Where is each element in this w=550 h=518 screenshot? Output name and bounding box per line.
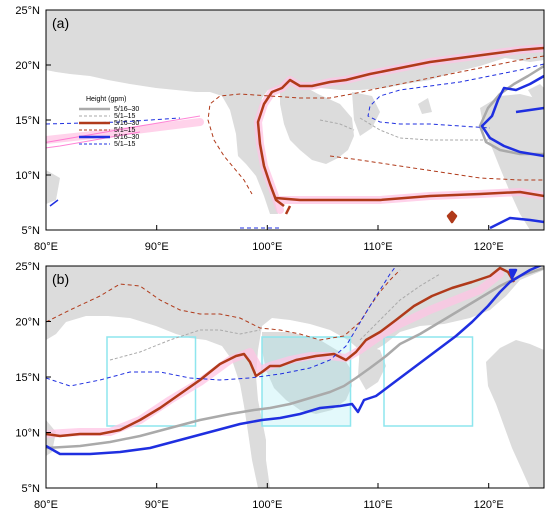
panel-a-xtick-2: 100°E (252, 241, 282, 253)
panel-a-y-axis (46, 9, 51, 231)
panel-b-xtick-1: 90°E (145, 499, 169, 511)
panel-b: (b) 80°E 90°E 100°E 110°E 120°E 5°N 10°N… (15, 261, 545, 511)
panel-b-y-axis (46, 265, 51, 489)
panel-a-xtick-1: 90°E (145, 241, 169, 253)
panel-a-gray-dashed (319, 117, 490, 141)
panel-b-ytick-3: 20°N (15, 317, 40, 329)
panel-a-red-lines (256, 46, 544, 224)
panel-a-pink-streaks (46, 115, 201, 149)
panel-b-x-axis (45, 483, 490, 488)
panel-b-blue-dashed (46, 266, 397, 387)
panel-b-red-dashed (46, 269, 401, 341)
panel-a-ytick-0: 5°N (22, 225, 41, 237)
panel-a: (a) Height (gpm) 5/16–30 5/1–15 5/16–30 … (15, 5, 545, 253)
legend-label-3: 5/16–30 (114, 120, 139, 127)
panel-a-label: (a) (52, 15, 69, 31)
panel-b-ytick-1: 10°N (15, 428, 40, 440)
panel-b-blue-lines (46, 266, 543, 456)
panel-a-ytick-1: 10°N (15, 170, 40, 182)
panel-b-xtick-2: 100°E (252, 499, 282, 511)
panel-b-ytick-0: 5°N (22, 483, 41, 495)
panel-b-label: (b) (52, 271, 69, 287)
panel-b-xtick-0: 80°E (34, 499, 58, 511)
panel-a-ytick-3: 20°N (15, 60, 40, 72)
panel-b-ytick-2: 15°N (15, 372, 40, 384)
panel-a-xtick-3: 110°E (363, 241, 392, 253)
panel-a-ytick-4: 25°N (15, 5, 40, 17)
panel-a-blue-lines (480, 74, 544, 230)
region-box-3 (383, 336, 474, 427)
panel-a-xtick-0: 80°E (34, 241, 58, 253)
legend-label-5: 5/16–30 (114, 134, 139, 141)
panel-a-xtick-4: 120°E (474, 241, 504, 253)
panel-a-legend: Height (gpm) 5/16–30 5/1–15 5/16–30 5/1–… (79, 96, 139, 148)
legend-label-1: 5/16–30 (114, 106, 139, 113)
panel-a-blue-tick-mark (49, 199, 59, 207)
panel-a-ytick-2: 15°N (15, 115, 40, 127)
panel-a-blue-dashed (46, 63, 544, 229)
legend-label-6: 5/1–15 (114, 141, 136, 148)
panel-a-x-axis (45, 225, 490, 230)
legend-label-2: 5/1–15 (114, 113, 136, 120)
panel-b-xtick-3: 110°E (363, 499, 392, 511)
panel-a-gray-lines (478, 64, 544, 156)
legend-label-4: 5/1–15 (114, 127, 136, 134)
panel-b-ytick-4: 25°N (15, 261, 40, 273)
panel-a-red-dashed (207, 55, 544, 195)
legend-title: Height (gpm) (86, 96, 126, 103)
panel-b-gray-lines (46, 266, 544, 450)
panel-b-red-lines (46, 266, 516, 438)
panel-b-gray-dashed (109, 273, 441, 361)
panel-b-xtick-4: 120°E (474, 499, 504, 511)
